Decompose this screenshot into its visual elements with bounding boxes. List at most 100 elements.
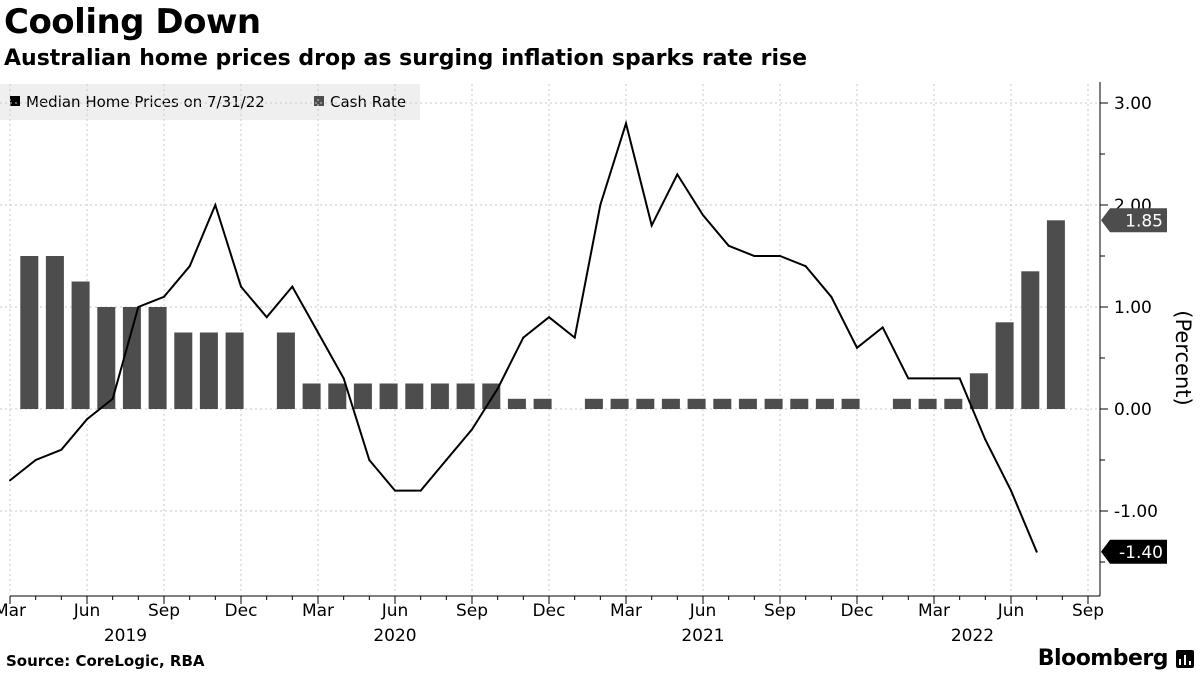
home-prices-point-8 xyxy=(214,204,217,206)
x-tick-label-12: Mar xyxy=(918,601,950,621)
cash-rate-bar-29 xyxy=(815,398,834,409)
home-prices-point-9 xyxy=(240,285,242,288)
callout-label-0: 1.85 xyxy=(1125,211,1163,231)
home-prices-point-33 xyxy=(856,346,858,349)
chart-title: Cooling Down xyxy=(4,2,261,42)
cash-rate-bar-22 xyxy=(636,398,655,409)
y-axis-title: (Percent) xyxy=(1171,310,1195,405)
home-prices-point-21 xyxy=(548,316,550,319)
cash-rate-bar-30 xyxy=(841,398,860,409)
x-tick-label-11: Dec xyxy=(841,601,874,621)
home-prices-point-18 xyxy=(471,428,473,431)
x-tick-label-13: Jun xyxy=(997,601,1025,621)
year-label-3: 2022 xyxy=(951,626,994,646)
x-axis-labels: Mar Jun Sep Dec Mar Jun Sep Dec Mar Jun Sep Dec Mar J… xyxy=(0,601,1104,646)
year-label-0: 2019 xyxy=(104,626,147,646)
home-prices-point-14 xyxy=(368,459,371,461)
home-prices-point-39 xyxy=(1010,489,1012,492)
cash-rate-bar-14 xyxy=(405,383,424,409)
legend-label-home-prices: Median Home Prices on 7/31/22 xyxy=(26,93,265,111)
home-prices-point-35 xyxy=(907,377,910,380)
axes xyxy=(9,82,1108,604)
vertical-gridlines xyxy=(9,84,1089,592)
legend-box xyxy=(0,84,420,120)
home-prices-point-4 xyxy=(111,397,114,400)
cash-rate-bar-19 xyxy=(533,398,552,409)
home-prices-point-25 xyxy=(650,224,653,227)
cash-rate-bar-5 xyxy=(148,307,167,409)
home-prices-point-22 xyxy=(573,336,576,339)
cash-rate-bar-27 xyxy=(764,398,783,409)
home-prices-point-17 xyxy=(445,459,448,461)
y-tick-label-2: 1.00 xyxy=(1114,298,1152,318)
home-prices-point-27 xyxy=(702,214,704,217)
home-prices-point-6 xyxy=(163,295,165,298)
cash-rate-bar-8 xyxy=(225,332,244,409)
home-prices-point-20 xyxy=(522,336,525,339)
cash-rate-bar-10 xyxy=(302,383,321,409)
y-tick-label-3: 0.00 xyxy=(1114,400,1152,420)
year-label-2: 2021 xyxy=(681,626,724,646)
x-tick-label-0: Mar xyxy=(0,601,26,621)
x-tick-label-14: Sep xyxy=(1072,601,1104,621)
cash-rate-bar-9 xyxy=(276,332,295,409)
home-prices-point-24 xyxy=(625,122,627,125)
home-prices-point-23 xyxy=(599,204,602,206)
home-prices-point-37 xyxy=(958,377,961,380)
cash-rate-bar-20 xyxy=(584,398,603,409)
cash-rate-bar-36 xyxy=(1021,271,1040,409)
cash-rate-bar-35 xyxy=(995,322,1014,409)
home-prices-point-13 xyxy=(342,377,345,380)
cash-rate-bar-4 xyxy=(122,307,141,409)
bloomberg-chart-icon xyxy=(1176,650,1194,668)
callout-badge-0 xyxy=(1101,208,1167,233)
x-tick-label-6: Sep xyxy=(456,601,488,621)
home-prices-point-36 xyxy=(933,377,935,380)
home-prices-point-12 xyxy=(317,331,319,334)
home-prices-point-38 xyxy=(984,438,987,441)
home-prices-point-32 xyxy=(830,295,833,298)
cash-rate-bar-25 xyxy=(713,398,732,409)
y-tick-label-4: -1.00 xyxy=(1114,502,1158,522)
cash-rate-bar-31 xyxy=(892,398,911,409)
cash-rate-bar-12 xyxy=(353,383,372,409)
home-prices-point-31 xyxy=(804,265,807,268)
home-prices-point-5 xyxy=(137,306,140,308)
x-tick-label-3: Dec xyxy=(225,601,258,621)
value-callouts: 1.85 -1.40 xyxy=(1101,208,1167,564)
cash-rate-bar-11 xyxy=(328,383,347,409)
home-prices-point-2 xyxy=(60,448,63,451)
cash-rate-bar-6 xyxy=(174,332,193,409)
cash-rate-bar-33 xyxy=(944,398,963,409)
home-prices-point-28 xyxy=(727,244,730,247)
cash-rate-bars xyxy=(20,220,1065,409)
y-axis-labels: 3.002.001.000.00-1.00 xyxy=(1114,94,1158,522)
x-tick-label-8: Mar xyxy=(610,601,642,621)
x-tick-label-1: Jun xyxy=(73,601,101,621)
x-tick-label-4: Mar xyxy=(302,601,334,621)
home-prices-point-30 xyxy=(779,255,781,257)
callout-label-1: -1.40 xyxy=(1119,543,1163,563)
cash-rate-bar-21 xyxy=(610,398,629,409)
cash-rate-bar-2 xyxy=(71,281,90,409)
cash-rate-bar-32 xyxy=(918,398,937,409)
cash-rate-bar-24 xyxy=(687,398,706,409)
home-prices-point-7 xyxy=(188,265,191,268)
home-prices-point-26 xyxy=(676,173,679,176)
x-tick-label-7: Dec xyxy=(533,601,566,621)
home-prices-point-34 xyxy=(881,326,884,329)
cash-rate-bar-23 xyxy=(661,398,680,409)
y-tick-label-0: 3.00 xyxy=(1114,94,1152,114)
home-prices-point-1 xyxy=(34,459,37,461)
home-prices-point-0 xyxy=(9,479,11,482)
cash-rate-bar-26 xyxy=(738,398,757,409)
x-tick-label-9: Jun xyxy=(689,601,717,621)
legend-label-cash-rate: Cash Rate xyxy=(330,93,406,111)
home-prices-point-15 xyxy=(394,489,396,492)
cash-rate-bar-7 xyxy=(199,332,218,409)
home-prices-point-19 xyxy=(496,387,499,390)
cash-rate-bar-28 xyxy=(790,398,809,409)
x-tick-label-10: Sep xyxy=(764,601,796,621)
cash-rate-bar-15 xyxy=(430,383,449,409)
